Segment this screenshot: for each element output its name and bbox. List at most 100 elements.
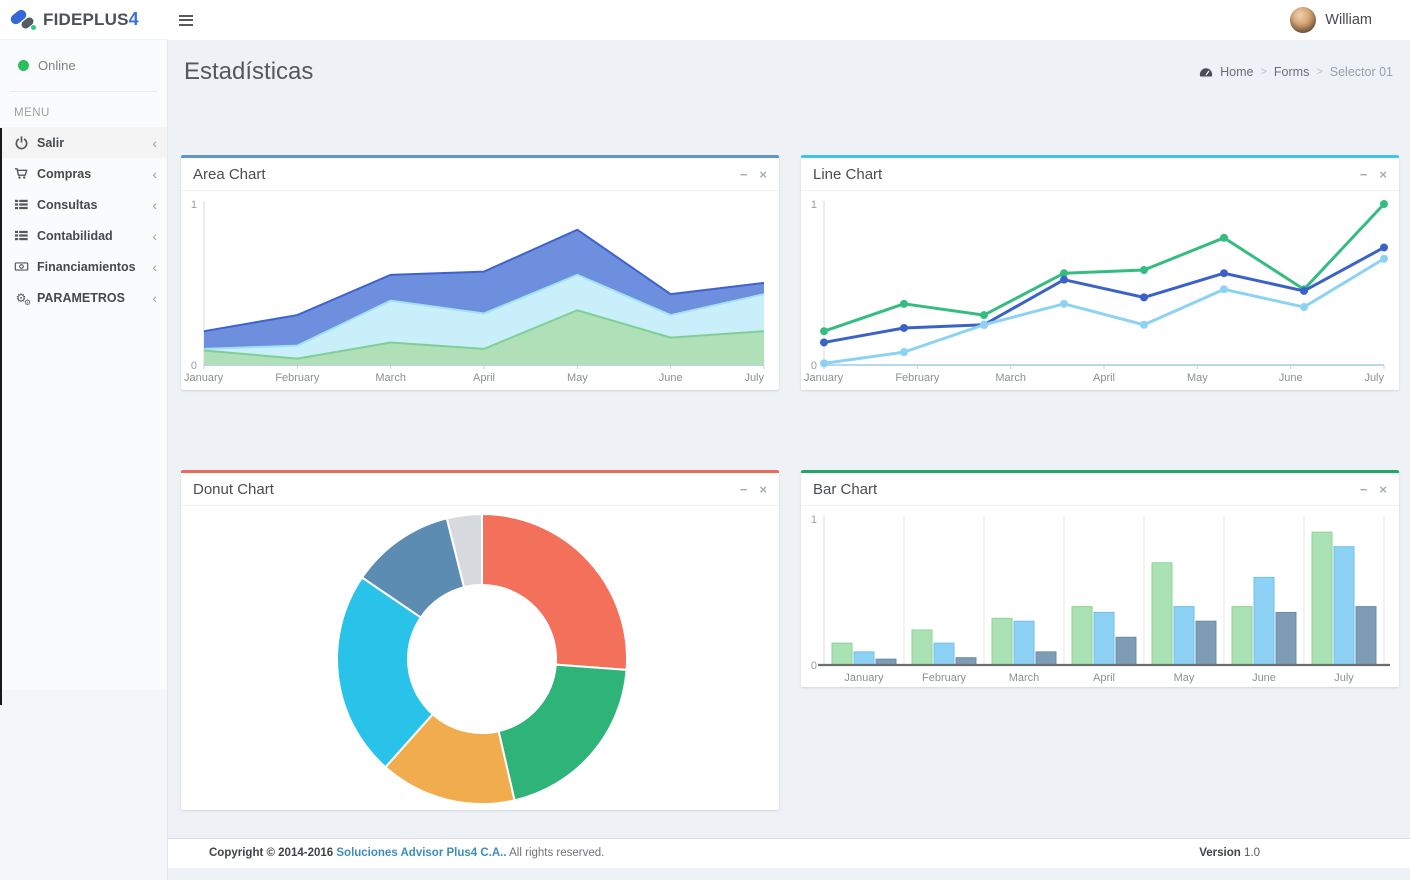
sidebar-edge-line bbox=[0, 128, 2, 705]
svg-text:June: June bbox=[1252, 672, 1276, 684]
money-icon bbox=[13, 260, 29, 274]
user-status: Online bbox=[18, 58, 76, 73]
svg-text:June: June bbox=[659, 372, 683, 384]
bar-chart-canvas: 0 1 January February March April May June July bbox=[811, 514, 1390, 684]
footer: Copyright © 2014-2016 Soluciones Advisor… bbox=[168, 838, 1410, 868]
minimize-button[interactable]: − bbox=[1359, 166, 1368, 182]
online-status-label: Online bbox=[38, 58, 76, 73]
user-menu[interactable]: William bbox=[1290, 0, 1372, 40]
chevron-left-icon: ‹ bbox=[152, 196, 157, 213]
user-name: William bbox=[1325, 12, 1372, 28]
minimize-button[interactable]: − bbox=[1359, 481, 1368, 497]
svg-text:March: March bbox=[995, 372, 1026, 384]
list-icon bbox=[13, 229, 29, 243]
sidebar-item-salir[interactable]: Salir ‹ bbox=[0, 127, 167, 158]
panel-header: Donut Chart − × bbox=[181, 473, 779, 506]
panel-title: Line Chart bbox=[813, 165, 883, 183]
chevron-left-icon: ‹ bbox=[152, 134, 157, 151]
sidebar-item-label: Salir bbox=[37, 135, 65, 150]
breadcrumb-home[interactable]: Home bbox=[1220, 65, 1254, 79]
svg-text:April: April bbox=[1093, 372, 1115, 384]
panel-title: Area Chart bbox=[193, 165, 266, 183]
list-icon bbox=[13, 198, 29, 212]
line-chart-canvas: 0 1 January February March April May June July bbox=[804, 199, 1388, 384]
minimize-button[interactable]: − bbox=[739, 166, 748, 182]
chevron-left-icon: ‹ bbox=[152, 165, 157, 182]
svg-text:February: February bbox=[275, 372, 320, 384]
footer-company-link[interactable]: Soluciones Advisor Plus4 C.A.. bbox=[336, 847, 507, 859]
sidebar-item-financiamientos[interactable]: Financiamientos ‹ bbox=[0, 251, 167, 282]
sidebar-item-compras[interactable]: Compras ‹ bbox=[0, 158, 167, 189]
svg-text:July: July bbox=[1334, 672, 1354, 684]
sidebar-item-label: Contabilidad bbox=[37, 228, 113, 243]
footer-version-label: Version bbox=[1199, 847, 1241, 859]
menu-section-label: MENU bbox=[14, 107, 50, 119]
panel-header: Line Chart − × bbox=[801, 158, 1399, 191]
panel-title: Bar Chart bbox=[813, 480, 878, 498]
footer-copyright: Copyright © 2014-2016 bbox=[209, 847, 334, 859]
svg-text:May: May bbox=[1174, 672, 1195, 684]
minimize-button[interactable]: − bbox=[739, 481, 748, 497]
sidebar-item-parametros[interactable]: ⚙ ⚙ PARAMETROS ‹ bbox=[0, 282, 167, 313]
area-chart-canvas: 0 1 January February March April May June July bbox=[184, 199, 765, 384]
svg-text:1: 1 bbox=[811, 199, 817, 211]
brand-logo[interactable]: FIDEPLUS 4 bbox=[0, 0, 168, 40]
line-chart-panel: Line Chart − × 0 1 January February March Apr… bbox=[801, 155, 1399, 390]
chevron-left-icon: ‹ bbox=[152, 227, 157, 244]
power-icon bbox=[13, 136, 29, 150]
svg-text:April: April bbox=[473, 372, 495, 384]
close-button[interactable]: × bbox=[759, 166, 767, 182]
svg-text:April: April bbox=[1093, 672, 1115, 684]
svg-text:January: January bbox=[844, 672, 884, 684]
breadcrumb-separator: > bbox=[1316, 66, 1323, 78]
donut-chart-canvas bbox=[336, 512, 628, 805]
top-navbar: William bbox=[168, 0, 1410, 40]
svg-text:March: March bbox=[375, 372, 406, 384]
bar-chart-panel: Bar Chart − × 0 1 January February March Apri… bbox=[801, 470, 1399, 687]
sidebar-item-consultas[interactable]: Consultas ‹ bbox=[0, 189, 167, 220]
svg-text:1: 1 bbox=[191, 199, 197, 211]
svg-text:0: 0 bbox=[191, 360, 197, 372]
brand-logo-icon bbox=[8, 7, 39, 32]
chevron-left-icon: ‹ bbox=[152, 258, 157, 275]
brand-accent: 4 bbox=[128, 9, 139, 29]
panel-header: Area Chart − × bbox=[181, 158, 779, 191]
svg-text:May: May bbox=[1187, 372, 1208, 384]
sidebar-lower-panel bbox=[0, 690, 167, 880]
svg-text:June: June bbox=[1279, 372, 1303, 384]
cogs-icon: ⚙ ⚙ bbox=[15, 290, 31, 307]
svg-text:February: February bbox=[895, 372, 940, 384]
panel-title: Donut Chart bbox=[193, 480, 274, 498]
sidebar-item-label: PARAMETROS bbox=[37, 290, 125, 305]
footer-rights: All rights reserved. bbox=[509, 847, 605, 859]
sidebar-item-contabilidad[interactable]: Contabilidad ‹ bbox=[0, 220, 167, 251]
panel-header: Bar Chart − × bbox=[801, 473, 1399, 506]
svg-text:May: May bbox=[567, 372, 588, 384]
svg-text:July: July bbox=[744, 372, 764, 384]
svg-text:February: February bbox=[922, 672, 967, 684]
svg-text:March: March bbox=[1009, 672, 1040, 684]
chevron-left-icon: ‹ bbox=[152, 289, 157, 306]
breadcrumb-current: Selector 01 bbox=[1329, 65, 1393, 79]
cart-icon bbox=[13, 167, 29, 181]
online-status-icon bbox=[18, 60, 29, 71]
svg-text:0: 0 bbox=[811, 360, 817, 372]
close-button[interactable]: × bbox=[759, 481, 767, 497]
avatar bbox=[1290, 7, 1317, 33]
close-button[interactable]: × bbox=[1379, 166, 1387, 182]
breadcrumb-forms[interactable]: Forms bbox=[1273, 65, 1310, 79]
close-button[interactable]: × bbox=[1379, 481, 1387, 497]
svg-text:0: 0 bbox=[811, 660, 817, 672]
svg-text:July: July bbox=[1364, 372, 1384, 384]
sidebar-item-label: Compras bbox=[37, 166, 92, 181]
hamburger-menu-icon[interactable] bbox=[168, 0, 204, 40]
breadcrumb: Home > Forms > Selector 01 bbox=[1199, 65, 1393, 79]
donut-chart-panel: Donut Chart − × bbox=[181, 470, 779, 810]
sidebar: FIDEPLUS 4 Online MENU Salir ‹ bbox=[0, 0, 168, 880]
page-title: Estadísticas bbox=[184, 58, 314, 85]
sidebar-divider bbox=[10, 91, 157, 92]
dashboard-icon bbox=[1199, 66, 1213, 79]
area-chart-panel: Area Chart − × 0 1 January February March Apr… bbox=[181, 155, 779, 390]
sidebar-item-label: Consultas bbox=[37, 197, 98, 212]
footer-version-value: 1.0 bbox=[1244, 847, 1260, 859]
